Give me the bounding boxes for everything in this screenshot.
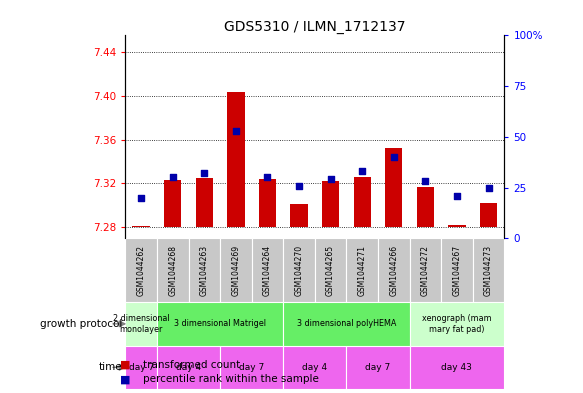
Bar	[252, 238, 283, 302]
Text: GSM1044270: GSM1044270	[294, 244, 304, 296]
Bar	[220, 345, 283, 389]
Bar	[220, 238, 252, 302]
Text: ■: ■	[120, 374, 134, 384]
Text: GSM1044266: GSM1044266	[389, 244, 398, 296]
Text: 3 dimensional polyHEMA: 3 dimensional polyHEMA	[297, 320, 396, 328]
Bar	[417, 187, 434, 227]
Text: day 4: day 4	[176, 363, 201, 372]
Bar	[188, 238, 220, 302]
Bar	[157, 238, 188, 302]
Point	[357, 168, 367, 174]
Bar	[283, 345, 346, 389]
Bar	[346, 345, 410, 389]
Bar	[353, 177, 371, 227]
Point	[452, 193, 462, 199]
Text: growth protocol: growth protocol	[40, 319, 122, 329]
Bar	[409, 238, 441, 302]
Point	[168, 174, 177, 180]
Bar	[409, 345, 504, 389]
Bar	[378, 238, 409, 302]
Text: day 7: day 7	[366, 363, 391, 372]
Bar	[164, 180, 181, 227]
Text: 2 dimensional
monolayer: 2 dimensional monolayer	[113, 314, 170, 334]
Point	[199, 170, 209, 176]
Point	[231, 128, 241, 134]
Text: GSM1044273: GSM1044273	[484, 244, 493, 296]
Text: transformed count: transformed count	[143, 360, 240, 370]
Bar	[409, 302, 504, 345]
Text: GSM1044269: GSM1044269	[231, 244, 240, 296]
Point	[421, 178, 430, 185]
Bar	[259, 179, 276, 227]
Text: GSM1044267: GSM1044267	[452, 244, 461, 296]
Text: percentile rank within the sample: percentile rank within the sample	[143, 374, 319, 384]
Text: GSM1044264: GSM1044264	[263, 244, 272, 296]
Text: 3 dimensional Matrigel: 3 dimensional Matrigel	[174, 320, 266, 328]
Point	[263, 174, 272, 180]
Point	[484, 184, 493, 191]
Title: GDS5310 / ILMN_1712137: GDS5310 / ILMN_1712137	[224, 20, 406, 34]
Bar	[227, 92, 244, 227]
Bar	[125, 302, 157, 345]
Bar	[385, 149, 402, 227]
Text: GSM1044265: GSM1044265	[326, 244, 335, 296]
Bar	[322, 181, 339, 227]
Text: xenograph (mam
mary fat pad): xenograph (mam mary fat pad)	[422, 314, 491, 334]
Bar	[448, 225, 466, 227]
Text: GSM1044268: GSM1044268	[168, 245, 177, 296]
Text: ■: ■	[120, 360, 134, 370]
Bar	[157, 302, 283, 345]
Bar	[480, 203, 497, 227]
Bar	[132, 226, 150, 227]
Bar	[125, 238, 157, 302]
Text: time: time	[99, 362, 122, 372]
Bar	[315, 238, 346, 302]
Text: GSM1044272: GSM1044272	[421, 245, 430, 296]
Text: day 7: day 7	[239, 363, 264, 372]
Bar	[283, 238, 315, 302]
Bar	[125, 345, 157, 389]
Text: GSM1044263: GSM1044263	[200, 244, 209, 296]
Point	[136, 195, 146, 201]
Bar	[290, 204, 308, 227]
Bar	[196, 178, 213, 227]
Text: day 4: day 4	[302, 363, 328, 372]
Text: day 43: day 43	[441, 363, 472, 372]
Point	[294, 182, 304, 189]
Bar	[441, 238, 473, 302]
Bar	[473, 238, 504, 302]
Bar	[157, 345, 220, 389]
Text: day 7: day 7	[128, 363, 154, 372]
Text: GSM1044271: GSM1044271	[358, 245, 367, 296]
Text: GSM1044262: GSM1044262	[136, 245, 146, 296]
Bar	[346, 238, 378, 302]
Point	[326, 176, 335, 183]
Point	[389, 154, 398, 160]
Bar	[283, 302, 409, 345]
